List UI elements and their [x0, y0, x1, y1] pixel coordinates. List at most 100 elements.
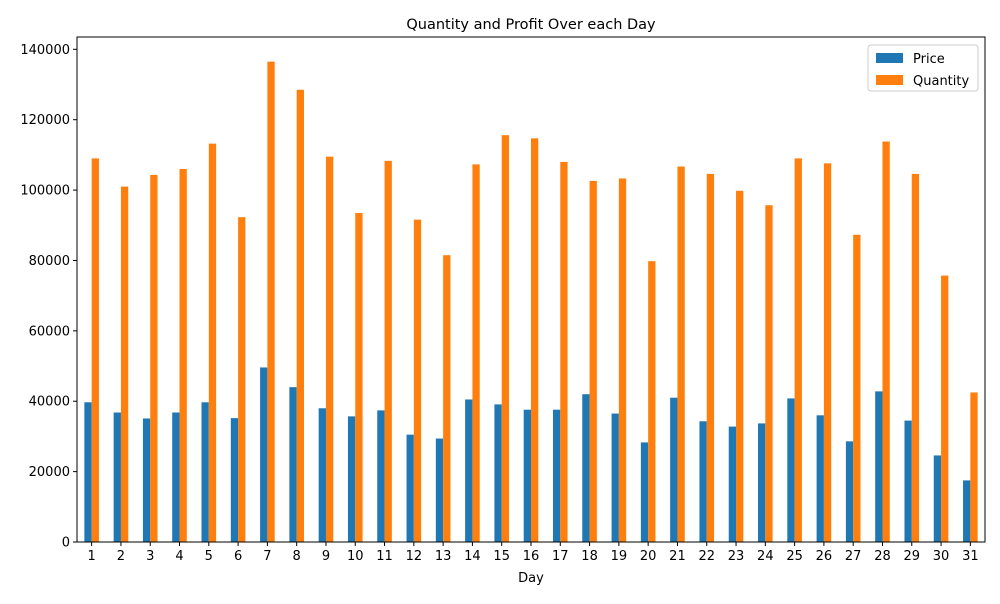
bar-price-day-27 — [845, 441, 854, 542]
bar-price-day-29 — [904, 420, 912, 542]
bar-price-day-1 — [84, 402, 92, 542]
y-tick-label: 40000 — [29, 395, 70, 410]
bar-quantity-day-27 — [853, 234, 861, 542]
bar-quantity-day-31 — [970, 392, 978, 542]
bar-quantity-day-26 — [823, 163, 832, 542]
x-tick-label: 30 — [933, 549, 950, 564]
chart-title: Quantity and Profit Over each Day — [406, 17, 656, 33]
x-tick-label: 19 — [611, 549, 628, 564]
bar-price-day-16 — [523, 409, 531, 542]
bar-quantity-day-17 — [560, 161, 568, 542]
x-tick-label: 28 — [874, 549, 891, 564]
bar-quantity-day-9 — [325, 156, 334, 542]
bar-quantity-day-14 — [472, 164, 480, 542]
x-tick-label: 27 — [845, 549, 862, 564]
x-tick-label: 5 — [205, 549, 213, 564]
bar-quantity-day-25 — [794, 158, 802, 542]
y-tick-label: 80000 — [29, 254, 70, 269]
x-tick-label: 10 — [347, 549, 364, 564]
bar-quantity-day-28 — [882, 141, 890, 542]
x-tick-label: 11 — [376, 549, 393, 564]
bar-quantity-day-4 — [179, 168, 187, 542]
x-tick-label: 25 — [786, 549, 803, 564]
bar-quantity-day-3 — [150, 174, 158, 542]
x-tick-label: 17 — [552, 549, 569, 564]
bar-quantity-day-11 — [384, 160, 392, 542]
bar-price-day-21 — [670, 397, 678, 542]
bar-price-day-8 — [289, 387, 297, 542]
x-tick-label: 1 — [88, 549, 96, 564]
x-tick-label: 2 — [117, 549, 125, 564]
bar-price-day-28 — [875, 391, 883, 542]
bar-quantity-day-29 — [911, 173, 920, 542]
bar-price-day-26 — [816, 415, 824, 542]
bar-price-day-20 — [640, 442, 649, 542]
legend-swatch-quantity — [876, 75, 903, 85]
bar-price-day-14 — [465, 399, 473, 542]
x-axis-label: Day — [518, 571, 544, 586]
x-tick-label: 14 — [464, 549, 481, 564]
x-tick-label: 18 — [581, 549, 598, 564]
bars-layer — [84, 61, 978, 543]
bar-quantity-day-16 — [531, 138, 539, 542]
bar-price-day-5 — [201, 402, 209, 542]
bar-quantity-day-8 — [296, 89, 304, 542]
x-tick-label: 9 — [322, 549, 330, 564]
bar-price-day-15 — [494, 404, 502, 542]
bar-price-day-30 — [933, 455, 942, 542]
bar-price-day-18 — [582, 394, 590, 542]
y-tick-label: 60000 — [29, 324, 70, 339]
x-tick-label: 23 — [728, 549, 745, 564]
bar-price-day-2 — [113, 412, 121, 542]
bar-price-day-19 — [611, 413, 619, 542]
bar-quantity-day-10 — [355, 212, 363, 542]
x-tick-label: 4 — [175, 549, 183, 564]
legend-label-quantity: Quantity — [913, 74, 969, 89]
bar-quantity-day-21 — [677, 166, 685, 542]
bar-quantity-day-7 — [267, 61, 275, 542]
legend: Price Quantity — [867, 44, 979, 92]
bar-price-day-13 — [435, 438, 444, 542]
bar-quantity-day-23 — [736, 190, 744, 543]
bar-quantity-day-30 — [941, 275, 949, 542]
y-tick-label: 140000 — [20, 43, 70, 58]
bar-quantity-day-6 — [238, 217, 246, 542]
y-tick-label: 0 — [62, 536, 70, 551]
x-tick-label: 13 — [435, 549, 452, 564]
bar-quantity-day-18 — [589, 180, 597, 542]
x-tick-label: 24 — [757, 549, 774, 564]
x-tick-label: 8 — [293, 549, 301, 564]
y-tick-label: 120000 — [20, 113, 70, 128]
bar-price-day-12 — [406, 434, 414, 542]
bar-price-day-24 — [758, 423, 766, 542]
x-tick-label: 6 — [234, 549, 242, 564]
bar-price-day-25 — [787, 398, 795, 542]
bar-quantity-day-5 — [208, 143, 217, 542]
bar-quantity-day-24 — [765, 205, 773, 542]
x-tick-label: 21 — [669, 549, 686, 564]
bar-price-day-17 — [552, 409, 561, 542]
x-tick-label: 16 — [523, 549, 540, 564]
x-tick-label: 26 — [816, 549, 833, 564]
bar-price-day-11 — [377, 410, 385, 542]
bar-quantity-day-1 — [91, 158, 99, 542]
bar-quantity-day-12 — [413, 219, 422, 542]
bar-price-day-10 — [347, 416, 356, 542]
x-tick-label: 7 — [263, 549, 271, 564]
x-tick-label: 20 — [640, 549, 657, 564]
y-tick-label: 100000 — [20, 184, 70, 199]
legend-swatch-price — [876, 53, 903, 63]
axes-layer: 0 20000 40000 60000 80000 100000 120000 140000 1… — [20, 36, 986, 564]
bar-price-day-23 — [728, 426, 737, 542]
y-tick-label: 20000 — [29, 465, 70, 480]
bar-price-day-4 — [172, 412, 180, 542]
legend-label-price: Price — [913, 52, 945, 67]
x-tick-label: 15 — [493, 549, 510, 564]
bar-quantity-day-2 — [120, 186, 129, 542]
x-tick-label: 12 — [406, 549, 423, 564]
x-tick-label: 31 — [962, 549, 979, 564]
x-tick-label: 3 — [146, 549, 154, 564]
bar-price-day-31 — [963, 480, 971, 542]
